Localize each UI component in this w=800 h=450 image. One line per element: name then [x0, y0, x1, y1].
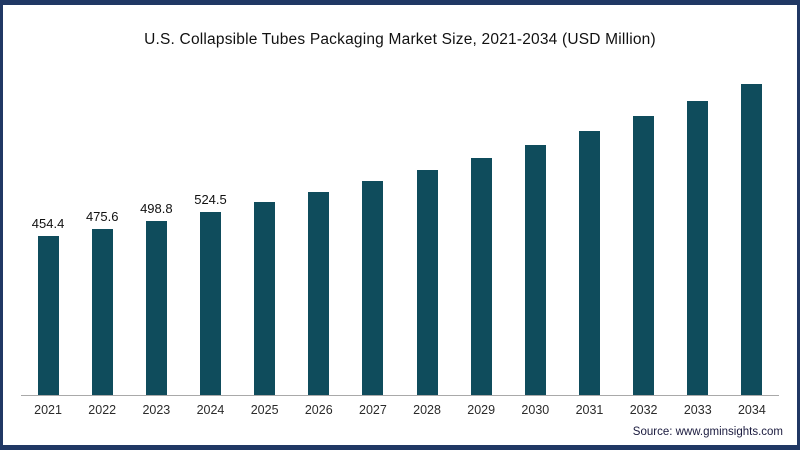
bar — [362, 181, 384, 395]
bar-column: 524.5 — [183, 192, 237, 395]
x-axis-label: 2032 — [629, 403, 658, 417]
bar-column — [400, 150, 454, 395]
bar — [91, 229, 113, 395]
bar-column — [292, 172, 346, 395]
x-axis-label: 2030 — [521, 403, 550, 417]
bar — [145, 221, 167, 395]
bar — [37, 236, 59, 395]
bar — [633, 116, 655, 395]
bar-column — [454, 138, 508, 395]
bar-column: 498.8 — [129, 201, 183, 395]
x-axis-label: 2025 — [250, 403, 279, 417]
bar-column — [346, 161, 400, 395]
bar — [308, 192, 330, 395]
bar-column — [238, 182, 292, 395]
x-axis-label: 2034 — [737, 403, 766, 417]
bar — [416, 170, 438, 395]
x-axis-label: 2028 — [413, 403, 441, 417]
x-axis-label: 2023 — [142, 403, 171, 417]
bar-column — [671, 81, 725, 395]
x-axis-label: 2029 — [467, 403, 496, 417]
bar — [687, 101, 709, 395]
bar-value-label: 475.6 — [85, 209, 119, 224]
chart: 454.4 475.6 498.8 524.5 2021 2022 2023 2024 202… — [21, 63, 779, 417]
bar-column: 475.6 — [75, 209, 129, 395]
chart-title: U.S. Collapsible Tubes Packaging Market … — [144, 31, 656, 48]
source-text: Source: www.gminsights.com — [632, 426, 783, 438]
bar-value-label: 524.5 — [194, 192, 227, 207]
x-axis-label: 2033 — [683, 403, 712, 417]
bar — [524, 145, 546, 395]
bar-column: 454.4 — [21, 216, 75, 395]
x-axis-label: 2021 — [34, 403, 62, 417]
bar — [578, 131, 600, 395]
x-axis-label: 2022 — [88, 403, 117, 417]
bar — [254, 202, 276, 395]
bars: 454.4 475.6 498.8 524.5 — [21, 63, 779, 396]
bar-column — [562, 111, 616, 395]
bar-value-label: 454.4 — [31, 216, 65, 231]
x-axis-label: 2031 — [575, 403, 604, 417]
bar — [199, 212, 221, 395]
x-axis-labels: 2021 2022 2023 2024 2025 2026 2027 2028 2029 2030… — [21, 403, 779, 417]
bar-value-label: 498.8 — [140, 201, 173, 216]
x-axis-label: 2026 — [304, 403, 333, 417]
bar-column — [617, 96, 671, 395]
bar — [741, 84, 763, 395]
bar-column — [508, 125, 562, 395]
bar — [470, 158, 492, 395]
x-axis-label: 2024 — [196, 403, 225, 417]
bar-column — [725, 64, 779, 395]
x-axis-label: 2027 — [359, 403, 387, 417]
